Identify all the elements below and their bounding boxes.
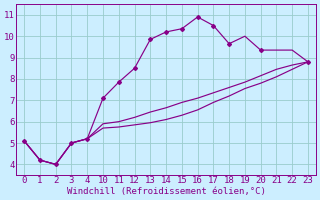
X-axis label: Windchill (Refroidissement éolien,°C): Windchill (Refroidissement éolien,°C) (67, 187, 266, 196)
